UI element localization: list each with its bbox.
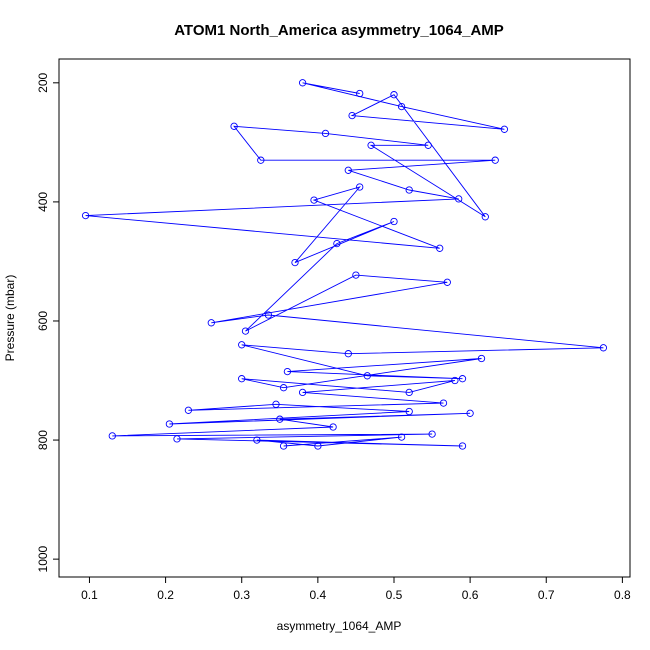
- data-point: [314, 442, 322, 450]
- data-point: [238, 341, 246, 349]
- data-point: [405, 407, 413, 416]
- data-point: [257, 156, 265, 164]
- data-point: [310, 196, 318, 204]
- y-tick-label: 600: [36, 311, 50, 331]
- data-point: [352, 271, 360, 279]
- data-point: [264, 311, 273, 319]
- x-tick-label: 0.2: [157, 588, 174, 602]
- data-point: [481, 213, 489, 221]
- x-tick-label: 0.8: [614, 588, 631, 602]
- data-point: [291, 258, 299, 267]
- data-point: [477, 354, 486, 363]
- data-point: [436, 244, 444, 252]
- data-point: [367, 141, 375, 149]
- y-axis: 200 400 600 800 1000: [36, 72, 60, 572]
- data-point: [439, 399, 448, 407]
- data-point: [397, 102, 406, 111]
- x-tick-label: 0.1: [81, 588, 98, 602]
- y-tick-label: 200: [36, 72, 50, 92]
- data-point: [443, 278, 451, 286]
- data-point: [405, 186, 413, 194]
- x-axis-label: asymmetry_1064_AMP: [277, 619, 402, 633]
- data-point: [348, 111, 356, 120]
- data-point: [329, 423, 337, 431]
- data-point: [397, 433, 406, 441]
- x-tick-label: 0.4: [310, 588, 327, 602]
- data-point: [272, 400, 280, 408]
- data-point: [344, 350, 352, 358]
- plot-frame: [58, 58, 631, 578]
- data-point: [458, 375, 467, 383]
- series-line: [85, 82, 604, 447]
- data-point: [458, 442, 467, 450]
- data-point: [356, 89, 364, 98]
- data-point: [230, 122, 238, 130]
- data-point: [428, 430, 436, 438]
- data-point: [253, 436, 261, 444]
- data-point: [333, 239, 341, 248]
- data-point: [279, 442, 288, 450]
- data-point: [455, 195, 463, 203]
- data-point: [491, 156, 499, 164]
- x-axis: 0.1 0.2 0.3 0.4 0.5 0.6 0.7 0.8: [81, 576, 631, 602]
- y-tick-label: 1000: [36, 545, 50, 572]
- data-point: [405, 388, 413, 397]
- y-axis-label: Pressure (mbar): [3, 275, 17, 362]
- data-point: [390, 217, 398, 226]
- data-point: [500, 125, 509, 133]
- data-point: [599, 344, 608, 352]
- y-tick-label: 400: [36, 192, 50, 212]
- y-tick-label: 800: [36, 430, 50, 450]
- data-point: [356, 183, 364, 191]
- data-point: [173, 435, 181, 443]
- x-tick-label: 0.3: [233, 588, 250, 602]
- series-layer: [85, 82, 604, 447]
- data-point: [283, 367, 292, 376]
- x-tick-label: 0.6: [462, 588, 479, 602]
- data-point: [298, 388, 307, 397]
- data-point: [390, 91, 398, 99]
- data-point: [108, 432, 116, 440]
- data-point: [466, 409, 474, 417]
- data-point: [298, 79, 307, 87]
- data-point: [241, 327, 250, 335]
- data-point: [451, 376, 459, 385]
- data-point: [276, 415, 284, 423]
- data-point: [165, 420, 174, 428]
- data-point: [81, 211, 90, 220]
- x-tick-label: 0.7: [538, 588, 555, 602]
- data-point: [238, 375, 246, 383]
- data-point: [424, 141, 432, 149]
- x-tick-label: 0.5: [386, 588, 403, 602]
- data-point: [184, 406, 193, 414]
- chart-title: ATOM1 North_America asymmetry_1064_AMP: [174, 22, 504, 39]
- data-point: [344, 166, 352, 174]
- data-point: [363, 372, 371, 380]
- data-point: [321, 129, 330, 138]
- data-point: [279, 384, 288, 392]
- data-point: [207, 319, 215, 327]
- points-layer: [81, 79, 608, 450]
